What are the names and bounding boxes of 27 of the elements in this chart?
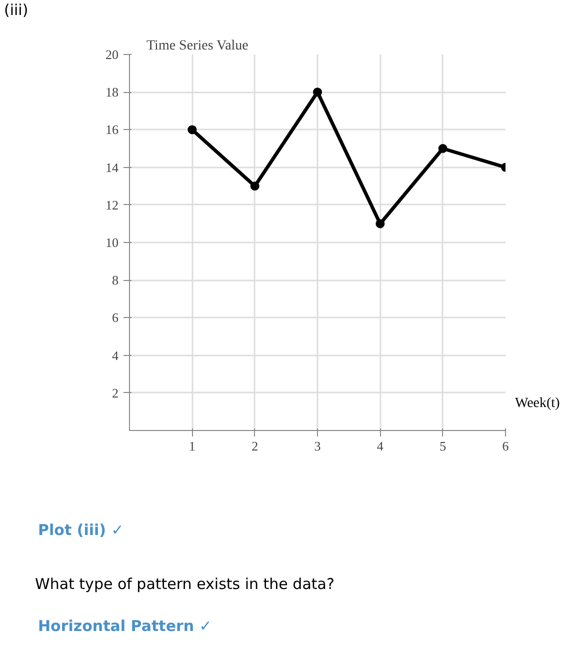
x-tick-label: 6 [502, 438, 510, 454]
y-tick-label: 20 [106, 47, 118, 62]
point [188, 125, 197, 134]
y-tick-label: 10 [106, 235, 118, 250]
y-tick-label: 8 [112, 272, 118, 288]
point [376, 219, 385, 228]
y-tick-label: 2 [112, 385, 118, 400]
point [250, 182, 260, 191]
x-tick-label: 2 [252, 438, 258, 454]
point [438, 144, 448, 153]
y-axis-title: Time Series Value [146, 38, 248, 54]
x-tick-label: 3 [314, 438, 321, 454]
text: What type of pattern exists in the data? [35, 574, 334, 595]
y-tick-label: 14 [106, 160, 119, 175]
y-tick-label: 4 [112, 348, 119, 363]
y-tick-label: 12 [106, 197, 118, 212]
x-tick-label: 4 [376, 438, 384, 454]
text: Plot (iii) ✓ [38, 520, 124, 541]
x-axis-title: Week(t) [515, 395, 560, 413]
y-tick-label: 16 [106, 122, 119, 138]
text: (iii) [4, 0, 28, 21]
x-tick-label: 5 [440, 438, 446, 454]
point [313, 88, 322, 97]
y-tick-label: 6 [112, 310, 119, 326]
text: Horizontal Pattern ✓ [38, 616, 212, 637]
x-tick-label: 1 [188, 438, 196, 454]
y-tick-label: 18 [106, 84, 118, 100]
